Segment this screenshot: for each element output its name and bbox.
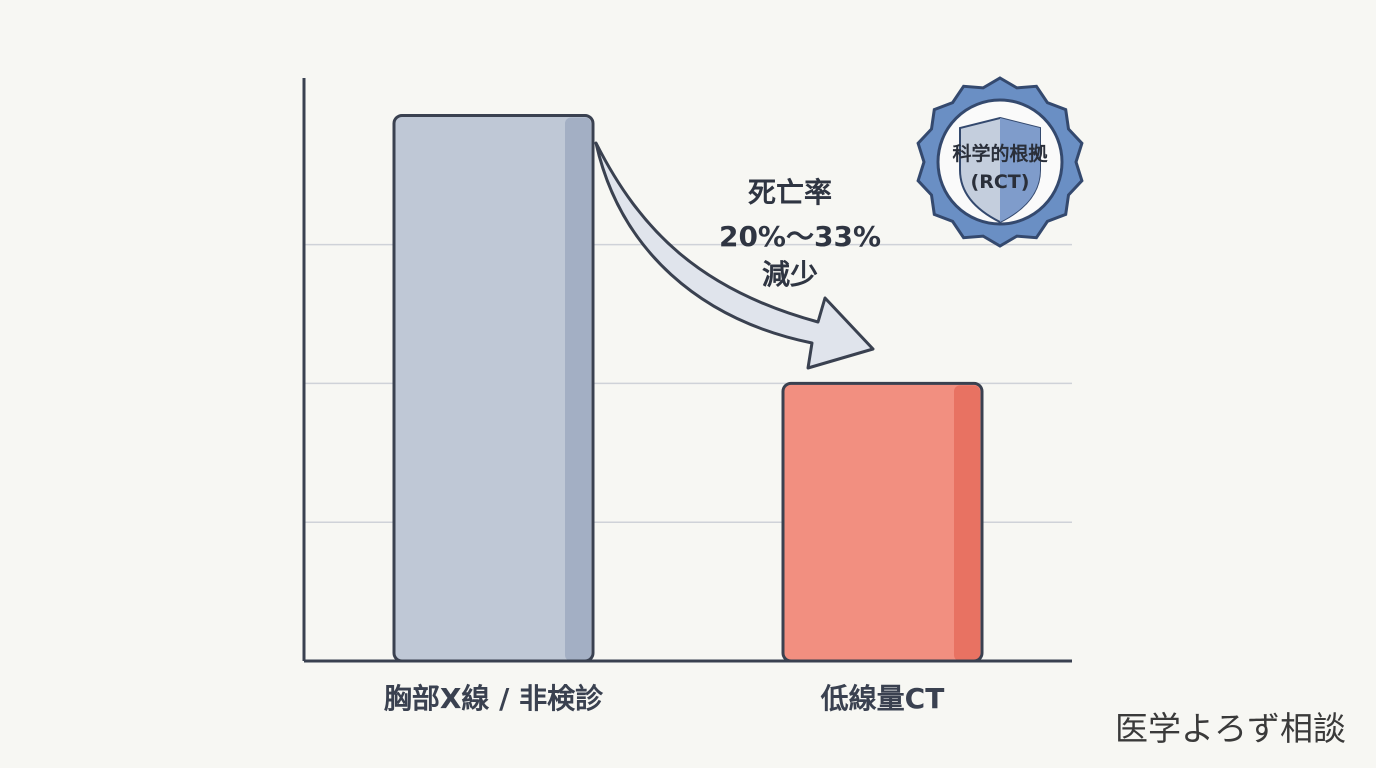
badge: 科学的根拠 (RCT) [916,76,1084,248]
annotation-line3: 減少 [762,258,818,291]
category-label: 胸部X線 / 非検診 [384,682,604,715]
bar-shade [954,385,980,661]
category-label: 低線量CT [820,682,945,715]
bar-2 [781,381,984,663]
badge-line2: (RCT) [971,171,1030,193]
decrease-arrow [594,141,875,370]
annotation-line1: 死亡率 [748,176,832,209]
bar-1 [392,113,595,663]
bar-shade [565,117,591,661]
bar-fill [394,115,593,661]
bar-fill [783,383,982,661]
badge-line1: 科学的根拠 [952,142,1048,165]
watermark: 医学よろず相談 [1115,709,1346,748]
annotation-line2: 20%〜33% [719,220,881,253]
